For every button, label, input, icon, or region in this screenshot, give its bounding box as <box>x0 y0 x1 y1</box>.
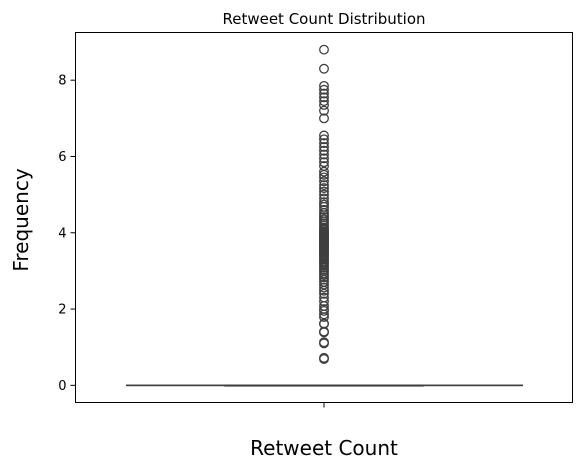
outlier-point <box>319 193 329 204</box>
outlier-point <box>319 161 329 171</box>
outlier-point <box>319 145 329 156</box>
outlier-point <box>319 189 329 200</box>
outlier-point <box>319 92 329 103</box>
outlier-point <box>319 166 329 177</box>
outlier-point <box>319 153 329 164</box>
outlier-point <box>319 100 329 110</box>
outlier-point <box>319 304 329 314</box>
outlier-point <box>319 84 329 95</box>
y-tick-label: 0 <box>58 379 66 394</box>
x-axis-label: Retweet Count <box>250 436 398 460</box>
chart-title: Retweet Count Distribution <box>222 10 425 28</box>
outlier-point <box>319 88 329 99</box>
outlier-point <box>319 352 329 363</box>
outlier-point <box>319 138 329 149</box>
outlier-point <box>319 149 329 160</box>
y-axis-label: Frequency <box>9 168 33 271</box>
outlier-point <box>319 183 329 194</box>
outlier-point <box>319 141 329 152</box>
outlier-point <box>319 130 329 141</box>
outlier-point <box>319 172 329 183</box>
outlier-point <box>319 337 329 348</box>
y-tick-label: 2 <box>58 303 66 318</box>
plot-marks <box>126 44 523 387</box>
plot-frame <box>75 32 573 403</box>
outlier-point <box>319 296 329 307</box>
outlier-point <box>319 176 329 187</box>
outlier-point <box>319 44 329 55</box>
outlier-point <box>319 80 329 91</box>
outlier-point <box>319 105 329 116</box>
outlier-point <box>319 63 329 74</box>
outlier-point <box>319 197 329 208</box>
outlier-point <box>319 279 329 290</box>
outlier-point <box>319 113 329 124</box>
y-tick-label: 6 <box>58 150 66 165</box>
outlier-point <box>319 180 329 191</box>
outlier-point <box>319 292 329 303</box>
outlier-point <box>319 157 329 168</box>
outlier-point <box>319 204 329 215</box>
y-axis-ticks: 0 2 4 6 8 <box>58 74 76 394</box>
y-tick-label: 8 <box>58 74 66 89</box>
outlier-point <box>319 134 329 145</box>
outlier-point <box>319 186 329 197</box>
y-tick-label: 4 <box>58 226 66 241</box>
outlier-point <box>319 96 329 107</box>
